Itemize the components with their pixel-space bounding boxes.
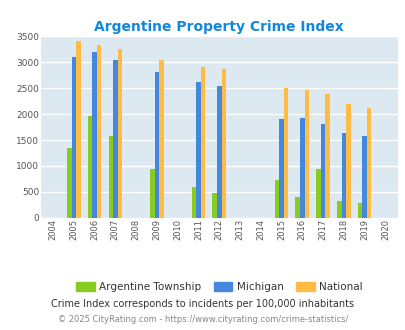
Bar <box>274 180 279 218</box>
Bar <box>283 88 288 218</box>
Bar <box>341 133 345 218</box>
Bar <box>324 94 329 218</box>
Bar <box>76 42 81 218</box>
Bar <box>200 67 205 218</box>
Bar <box>216 86 221 218</box>
Bar <box>159 60 163 218</box>
Bar <box>295 197 299 218</box>
Bar <box>320 124 324 218</box>
Bar <box>117 49 122 218</box>
Bar <box>154 72 159 218</box>
Bar <box>279 119 283 218</box>
Bar <box>67 148 71 218</box>
Legend: Argentine Township, Michigan, National: Argentine Township, Michigan, National <box>72 278 366 296</box>
Bar <box>196 82 200 218</box>
Bar <box>345 104 350 218</box>
Bar <box>315 169 320 218</box>
Bar <box>92 52 97 218</box>
Bar <box>191 187 196 218</box>
Bar <box>221 70 226 218</box>
Bar <box>366 108 371 218</box>
Bar <box>357 203 362 218</box>
Text: © 2025 CityRating.com - https://www.cityrating.com/crime-statistics/: © 2025 CityRating.com - https://www.city… <box>58 315 347 324</box>
Bar <box>212 193 216 218</box>
Bar <box>336 201 341 218</box>
Text: Crime Index corresponds to incidents per 100,000 inhabitants: Crime Index corresponds to incidents per… <box>51 299 354 309</box>
Bar <box>71 57 76 218</box>
Title: Argentine Property Crime Index: Argentine Property Crime Index <box>94 20 343 34</box>
Bar <box>113 60 117 218</box>
Bar <box>362 136 366 218</box>
Bar <box>299 118 304 218</box>
Bar <box>87 115 92 218</box>
Bar <box>150 169 154 218</box>
Bar <box>304 90 309 218</box>
Bar <box>97 45 101 218</box>
Bar <box>108 136 113 218</box>
